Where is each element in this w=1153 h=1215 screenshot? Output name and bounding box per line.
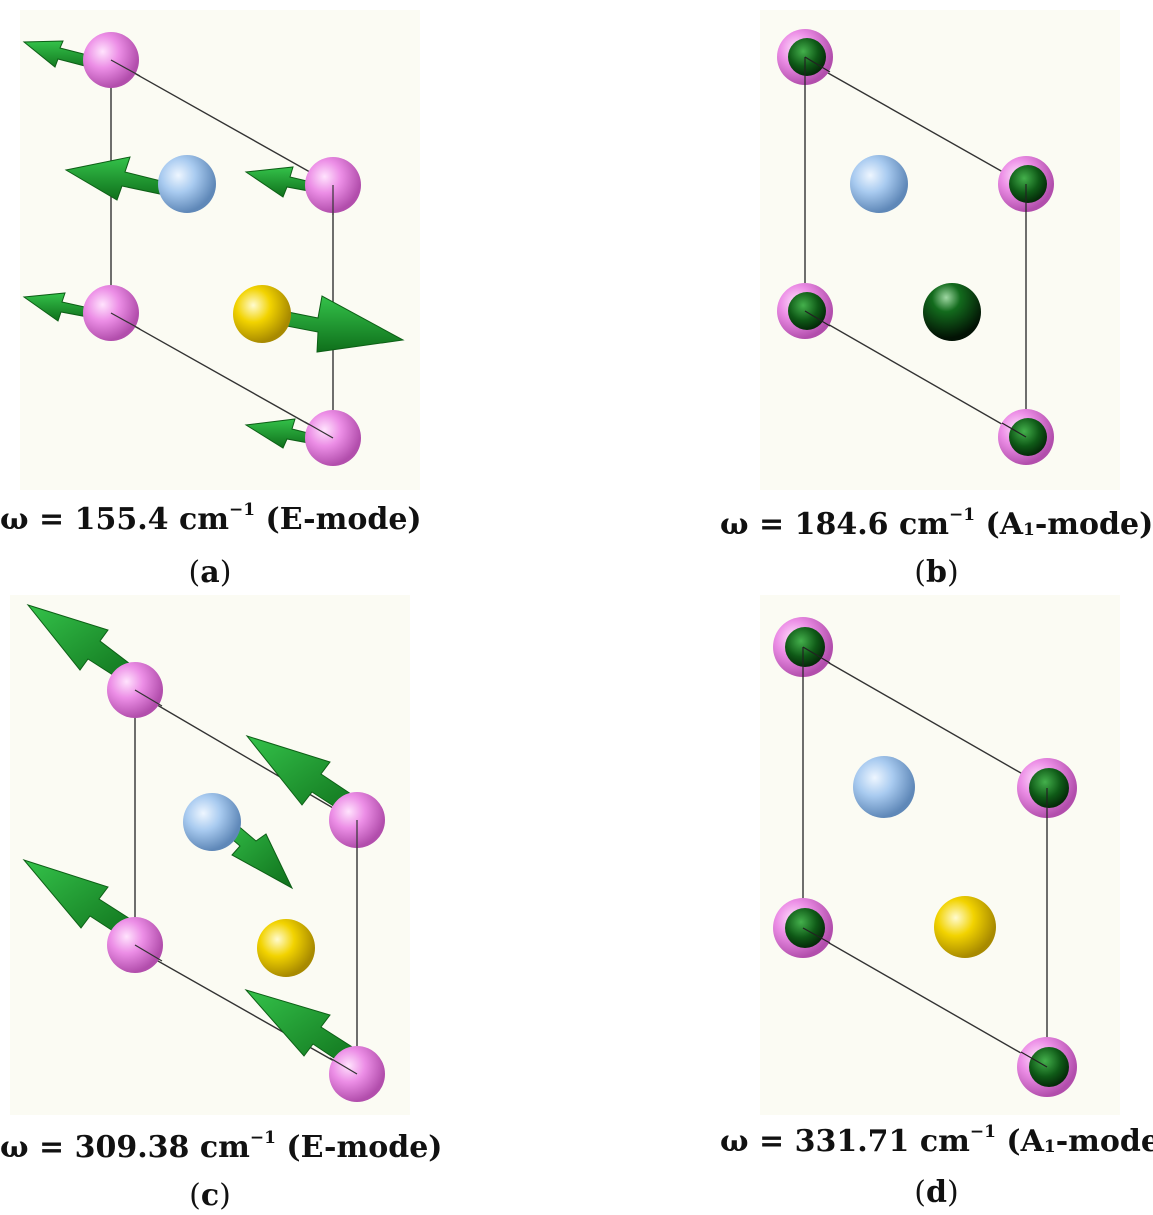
mode-subscript: 1 [1043, 1137, 1056, 1157]
structure-render-a [22, 32, 405, 466]
unit-cell-outline [110, 58, 334, 440]
frequency-text: ω = 155.4 cm [0, 502, 229, 537]
structure-render-d [773, 617, 1077, 1097]
blue-atom [850, 155, 908, 213]
sublabel-b: (b) [914, 555, 959, 590]
unit-cell-edges-front [134, 689, 358, 1075]
blue-atom [853, 756, 915, 818]
mode-text: (E-mode) [286, 1130, 443, 1165]
panel-letter: d [926, 1175, 947, 1210]
sublabel-a: (a) [188, 555, 232, 590]
panel-letter: a [200, 555, 220, 590]
blue-atom [158, 155, 216, 213]
sublabel-c: (c) [189, 1178, 231, 1213]
unit-cell-edges-front [802, 646, 1048, 1068]
caption-a: ω = 155.4 cm−1 (E-mode) [0, 500, 422, 537]
mode-suffix: -mode) [1034, 507, 1153, 542]
caption-c: ω = 309.38 cm−1 (E-mode) [0, 1128, 442, 1165]
caption-d: ω = 331.71 cm−1 (A1-mode) [720, 1122, 1153, 1159]
arrow-head-end-on [923, 283, 981, 341]
unit-exponent: −1 [228, 500, 256, 520]
yellow-atom [233, 285, 291, 343]
render-background [20, 10, 420, 490]
unit-exponent: −1 [969, 1122, 996, 1142]
render-background [10, 595, 410, 1115]
panel-a: ω = 155.4 cm−1 (E-mode) (a) [0, 0, 422, 600]
mode-text: (E-mode) [265, 502, 422, 537]
yellow-atom [934, 896, 996, 958]
frequency-text: ω = 309.38 cm [0, 1130, 250, 1165]
unit-cell-outline [802, 646, 1048, 1070]
panel-c: ω = 309.38 cm−1 (E-mode) (c) [0, 590, 442, 1215]
frequency-text: ω = 331.71 cm [720, 1124, 970, 1159]
mode-text: (A [1006, 1124, 1044, 1159]
panel-b: ω = 184.6 cm−1 (A1-mode) (b) [720, 0, 1153, 600]
unit-cell-edges-front [804, 56, 1027, 438]
mode-text: (A [985, 507, 1023, 542]
caption-b: ω = 184.6 cm−1 (A1-mode) [720, 505, 1153, 542]
unit-cell-outline [804, 58, 1027, 440]
render-background [760, 10, 1120, 490]
displacement-arrow [64, 156, 166, 201]
structure-render-b [777, 29, 1054, 465]
sublabel-d: (d) [914, 1175, 959, 1210]
unit-exponent: −1 [249, 1128, 276, 1148]
panel-letter: b [926, 555, 947, 590]
panel-d: ω = 331.71 cm−1 (A1-mode) (d) [720, 590, 1153, 1215]
mode-subscript: 1 [1023, 520, 1035, 540]
structure-render-c [22, 604, 385, 1102]
unit-exponent: −1 [948, 505, 976, 525]
blue-atom [183, 793, 241, 851]
panel-letter: c [200, 1178, 220, 1213]
yellow-atom [257, 919, 315, 977]
frequency-text: ω = 184.6 cm [720, 507, 949, 542]
render-background [760, 595, 1120, 1115]
mode-suffix: -mode) [1055, 1124, 1153, 1159]
unit-cell-edges-front [110, 59, 334, 439]
